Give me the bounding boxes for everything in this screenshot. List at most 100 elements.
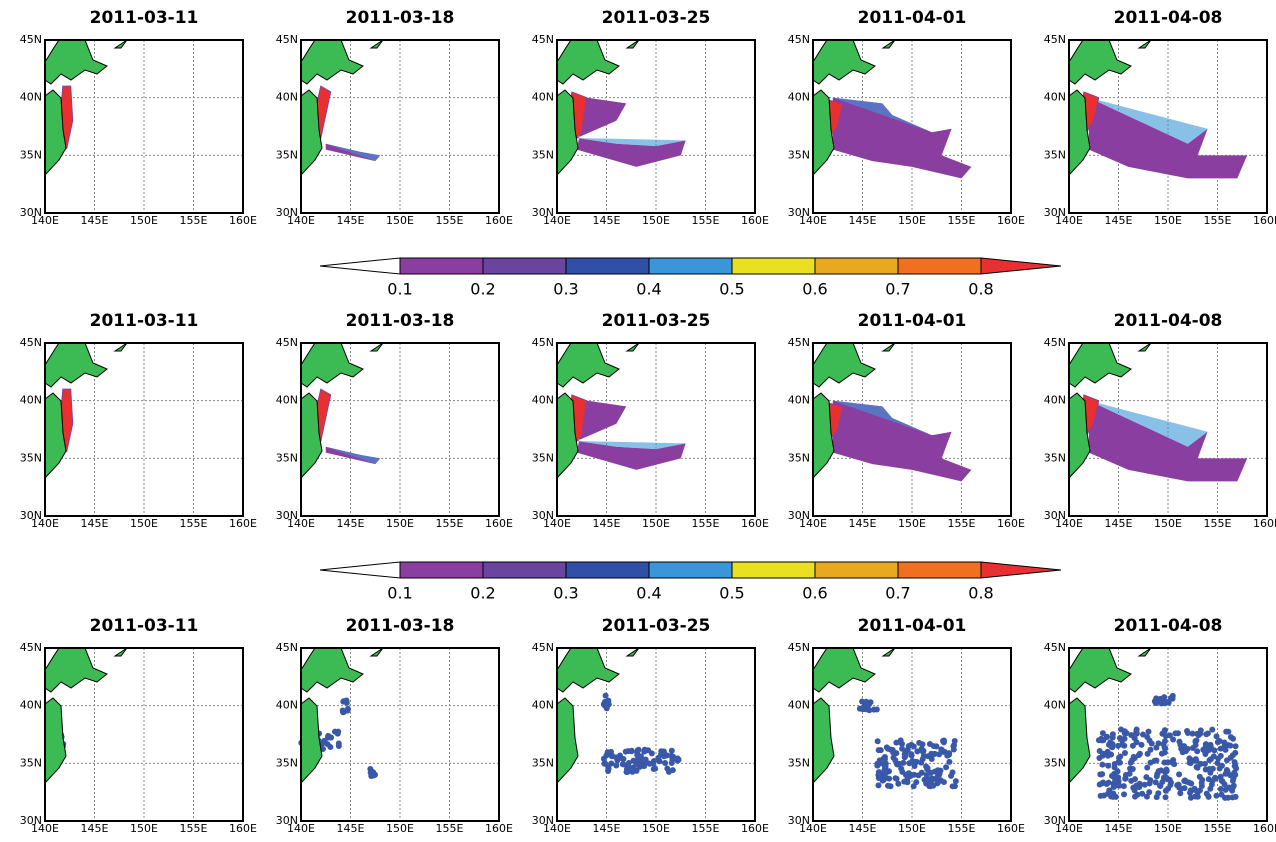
land (1068, 697, 1091, 785)
particle (1164, 759, 1171, 766)
particle (1182, 748, 1189, 755)
plume-core (832, 97, 932, 133)
x-tick-label: 145E (1105, 822, 1133, 835)
particle (1121, 750, 1128, 757)
land (44, 342, 108, 388)
particle (1099, 730, 1106, 737)
particle (924, 753, 931, 760)
particle (1207, 769, 1214, 776)
panel-title: 2011-03-18 (346, 616, 455, 636)
particle (1214, 759, 1221, 766)
particle (1187, 760, 1194, 767)
land (300, 647, 364, 693)
particle (1162, 787, 1169, 794)
map-frame (812, 647, 1012, 822)
y-tick-label: 45N (532, 33, 554, 46)
x-tick-label: 160E (741, 517, 769, 530)
particle (652, 765, 659, 772)
particle (1177, 790, 1184, 797)
y-tick-label: 40N (788, 699, 810, 712)
land (1068, 39, 1132, 85)
x-tick-label: 160E (741, 214, 769, 227)
particle (1122, 775, 1129, 782)
particle (1229, 784, 1236, 791)
panel-title: 2011-04-01 (858, 311, 967, 331)
particle (1217, 773, 1224, 780)
x-tick-label: 145E (1105, 214, 1133, 227)
particle (1212, 775, 1219, 782)
y-tick-label: 40N (788, 91, 810, 104)
map-frame (556, 39, 756, 214)
colorbar-label: 0.1 (387, 584, 412, 603)
x-tick-label: 140E (799, 214, 827, 227)
x-tick-label: 160E (1253, 214, 1276, 227)
particle (1099, 761, 1106, 768)
y-tick-label: 30N (532, 206, 554, 219)
particle (940, 739, 947, 746)
colorbar: 0.1 0.2 0.3 0.4 0.5 0.6 0.7 0.8 (319, 561, 1062, 603)
particle (1147, 759, 1154, 766)
panel-title: 2011-03-11 (90, 311, 199, 331)
y-tick-label: 40N (532, 699, 554, 712)
particle (1109, 731, 1116, 738)
x-tick-label: 155E (692, 517, 720, 530)
y-tick-label: 30N (788, 814, 810, 827)
y-tick-label: 35N (276, 756, 298, 769)
particle (900, 759, 907, 766)
colorbar-segment (731, 257, 816, 275)
x-tick-label: 150E (130, 822, 158, 835)
land (625, 39, 640, 49)
particle (608, 753, 615, 760)
particle (938, 746, 945, 753)
x-tick-label: 155E (180, 822, 208, 835)
particle (952, 778, 959, 785)
particle (1203, 731, 1210, 738)
x-tick-label: 155E (1204, 517, 1232, 530)
land (556, 392, 579, 480)
panel-title: 2011-04-08 (1114, 8, 1223, 28)
land (300, 342, 364, 388)
y-tick-label: 30N (1044, 814, 1066, 827)
particle (1196, 773, 1203, 780)
colorbar-label: 0.2 (470, 584, 495, 603)
particle (1169, 692, 1176, 699)
x-tick-label: 150E (386, 214, 414, 227)
particle (951, 783, 958, 790)
land (44, 39, 108, 85)
x-tick-label: 140E (287, 517, 315, 530)
map-frame (300, 342, 500, 517)
y-tick-label: 40N (1044, 699, 1066, 712)
particle (1205, 776, 1212, 783)
y-tick-label: 45N (20, 336, 42, 349)
land (1137, 342, 1152, 352)
particle (1152, 779, 1159, 786)
colorbar-label: 0.6 (802, 280, 827, 299)
particle (1189, 730, 1196, 737)
x-tick-label: 160E (1253, 517, 1276, 530)
y-tick-label: 30N (20, 206, 42, 219)
particle (665, 768, 672, 775)
particle (1170, 736, 1177, 743)
x-tick-label: 145E (337, 822, 365, 835)
particle (344, 707, 351, 714)
x-tick-label: 155E (692, 214, 720, 227)
panel-title: 2011-04-08 (1114, 311, 1223, 331)
land (1068, 647, 1132, 693)
particle (608, 760, 615, 767)
particle (926, 741, 933, 748)
particle (658, 748, 665, 755)
panel-title: 2011-03-11 (90, 616, 199, 636)
land (812, 392, 835, 480)
particle (1187, 787, 1194, 794)
land (812, 647, 876, 693)
y-tick-label: 30N (788, 509, 810, 522)
x-tick-label: 160E (997, 517, 1025, 530)
colorbar-label: 0.7 (885, 280, 910, 299)
x-tick-label: 140E (1055, 214, 1083, 227)
particle (1104, 748, 1111, 755)
y-tick-label: 45N (532, 641, 554, 654)
x-tick-label: 160E (485, 214, 513, 227)
particle (1140, 731, 1147, 738)
